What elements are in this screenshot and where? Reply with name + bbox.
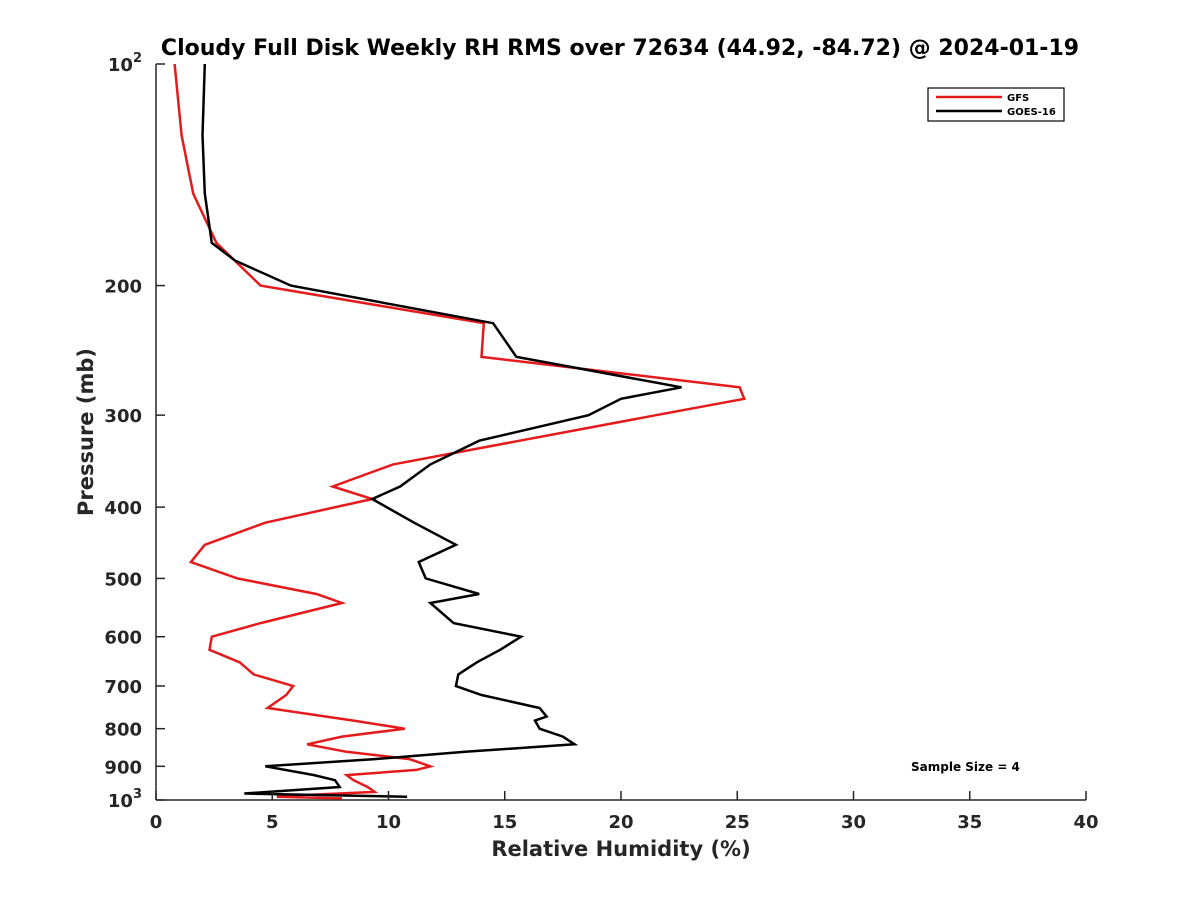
plot-area: 0 5 10 15 20 25 30 35 40 102 200 300 400 500 600 700 80… — [104, 51, 1098, 833]
series-line-gfs — [173, 63, 746, 800]
y-tick-label: 102 — [108, 51, 142, 76]
legend-label-goes-16: GOES-16 — [1007, 107, 1056, 118]
sample-size-annotation: Sample Size = 4 — [911, 760, 1020, 774]
y-tick-label: 300 — [104, 406, 142, 427]
x-ticks: 0 5 10 15 20 25 30 35 40 — [150, 791, 1099, 833]
legend: GFS GOES-16 — [927, 87, 1065, 122]
y-tick-label: 700 — [104, 677, 142, 698]
x-tick-label: 25 — [725, 812, 750, 833]
y-ticks: 102 200 300 400 500 600 700 800 900 103 — [104, 51, 165, 812]
y-tick-label: 103 — [108, 787, 142, 812]
x-tick-label: 10 — [376, 812, 401, 833]
x-axis-label: Relative Humidity (%) — [491, 837, 750, 861]
y-tick-label: 400 — [104, 498, 142, 519]
y-tick-label: 200 — [104, 277, 142, 298]
legend-box — [927, 87, 1065, 122]
x-tick-label: 35 — [957, 812, 982, 833]
y-tick-label: 800 — [104, 720, 142, 741]
x-tick-label: 15 — [492, 812, 517, 833]
y-tick-label: 600 — [104, 628, 142, 649]
series-line-goes-16 — [201, 63, 682, 799]
chart-title: Cloudy Full Disk Weekly RH RMS over 7263… — [161, 36, 1079, 61]
x-tick-label: 30 — [841, 812, 866, 833]
y-tick-label: 900 — [104, 757, 142, 778]
y-axis-label: Pressure (mb) — [74, 348, 98, 516]
legend-label-gfs: GFS — [1007, 93, 1029, 104]
x-tick-label: 5 — [266, 812, 279, 833]
x-tick-label: 40 — [1073, 812, 1098, 833]
x-tick-label: 0 — [150, 812, 163, 833]
series-layer — [173, 63, 746, 800]
x-tick-label: 20 — [608, 812, 633, 833]
y-tick-label: 500 — [104, 569, 142, 590]
